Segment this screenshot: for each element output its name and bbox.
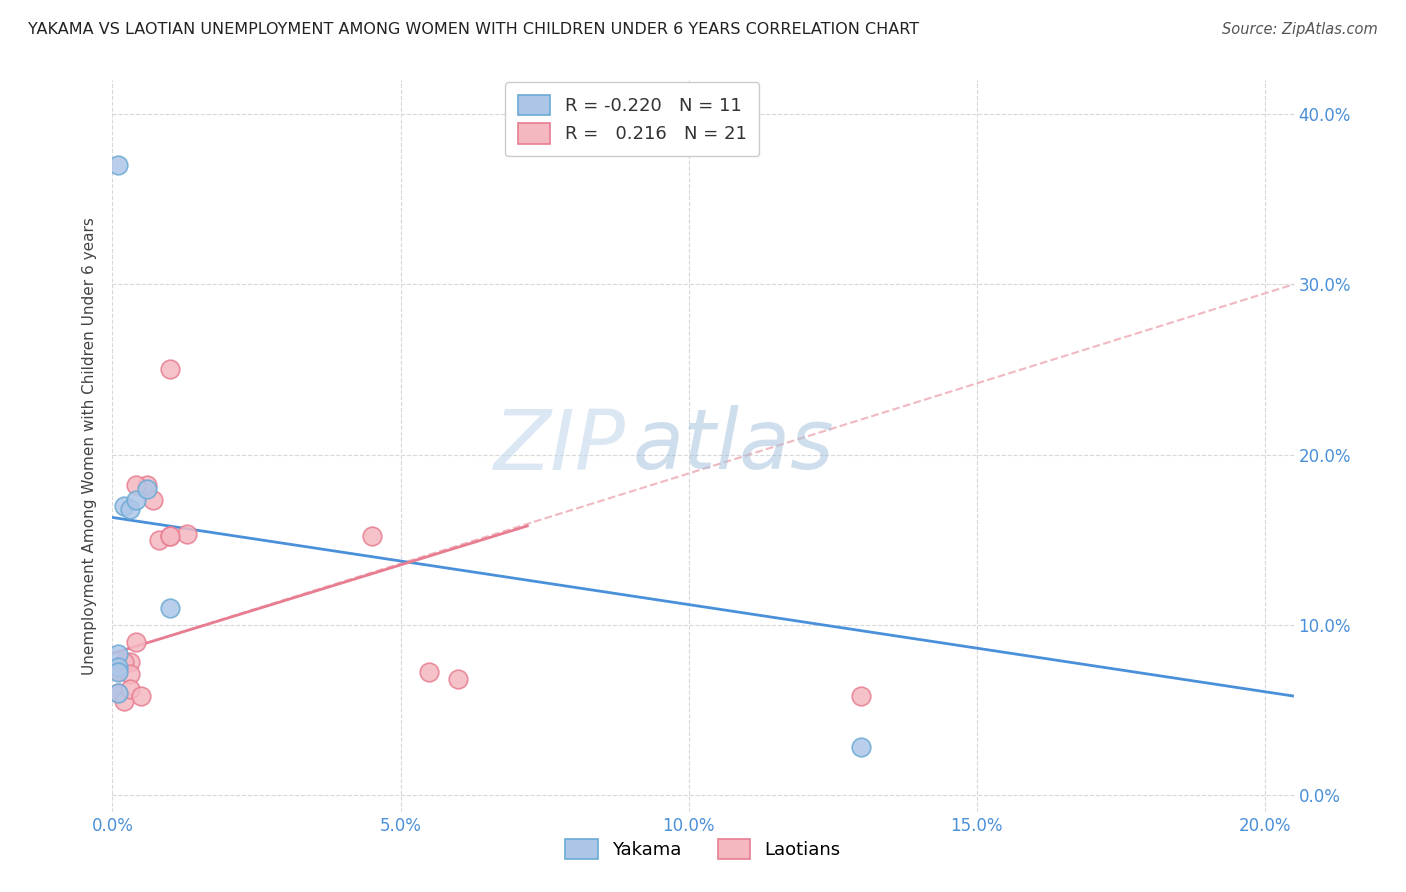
Text: ZIP: ZIP xyxy=(495,406,626,486)
Point xyxy=(118,667,141,681)
Point xyxy=(107,158,129,172)
Legend: Yakama, Laotians: Yakama, Laotians xyxy=(557,830,849,869)
Point xyxy=(447,672,470,686)
Point xyxy=(851,740,873,755)
Point xyxy=(851,689,873,703)
Point xyxy=(107,660,129,674)
Point xyxy=(118,682,141,697)
Text: Source: ZipAtlas.com: Source: ZipAtlas.com xyxy=(1222,22,1378,37)
Point xyxy=(159,529,181,543)
Point xyxy=(124,493,146,508)
Point xyxy=(129,689,152,703)
Point xyxy=(176,527,198,541)
Point xyxy=(112,499,135,513)
Point xyxy=(107,664,129,678)
Point xyxy=(148,533,170,547)
Point xyxy=(107,686,129,700)
Point xyxy=(159,362,181,376)
Point xyxy=(136,478,159,492)
Point xyxy=(107,686,129,700)
Point xyxy=(124,478,146,492)
Y-axis label: Unemployment Among Women with Children Under 6 years: Unemployment Among Women with Children U… xyxy=(82,217,97,675)
Point xyxy=(118,502,141,516)
Point xyxy=(136,482,159,496)
Point xyxy=(124,634,146,648)
Point xyxy=(418,665,440,680)
Point xyxy=(112,694,135,708)
Point xyxy=(159,529,181,543)
Point xyxy=(107,665,129,680)
Point xyxy=(118,655,141,669)
Text: atlas: atlas xyxy=(633,406,834,486)
Text: YAKAMA VS LAOTIAN UNEMPLOYMENT AMONG WOMEN WITH CHILDREN UNDER 6 YEARS CORRELATI: YAKAMA VS LAOTIAN UNEMPLOYMENT AMONG WOM… xyxy=(28,22,920,37)
Point xyxy=(107,647,129,661)
Point xyxy=(360,529,382,543)
Point xyxy=(112,655,135,669)
Point xyxy=(142,493,165,508)
Point xyxy=(159,600,181,615)
